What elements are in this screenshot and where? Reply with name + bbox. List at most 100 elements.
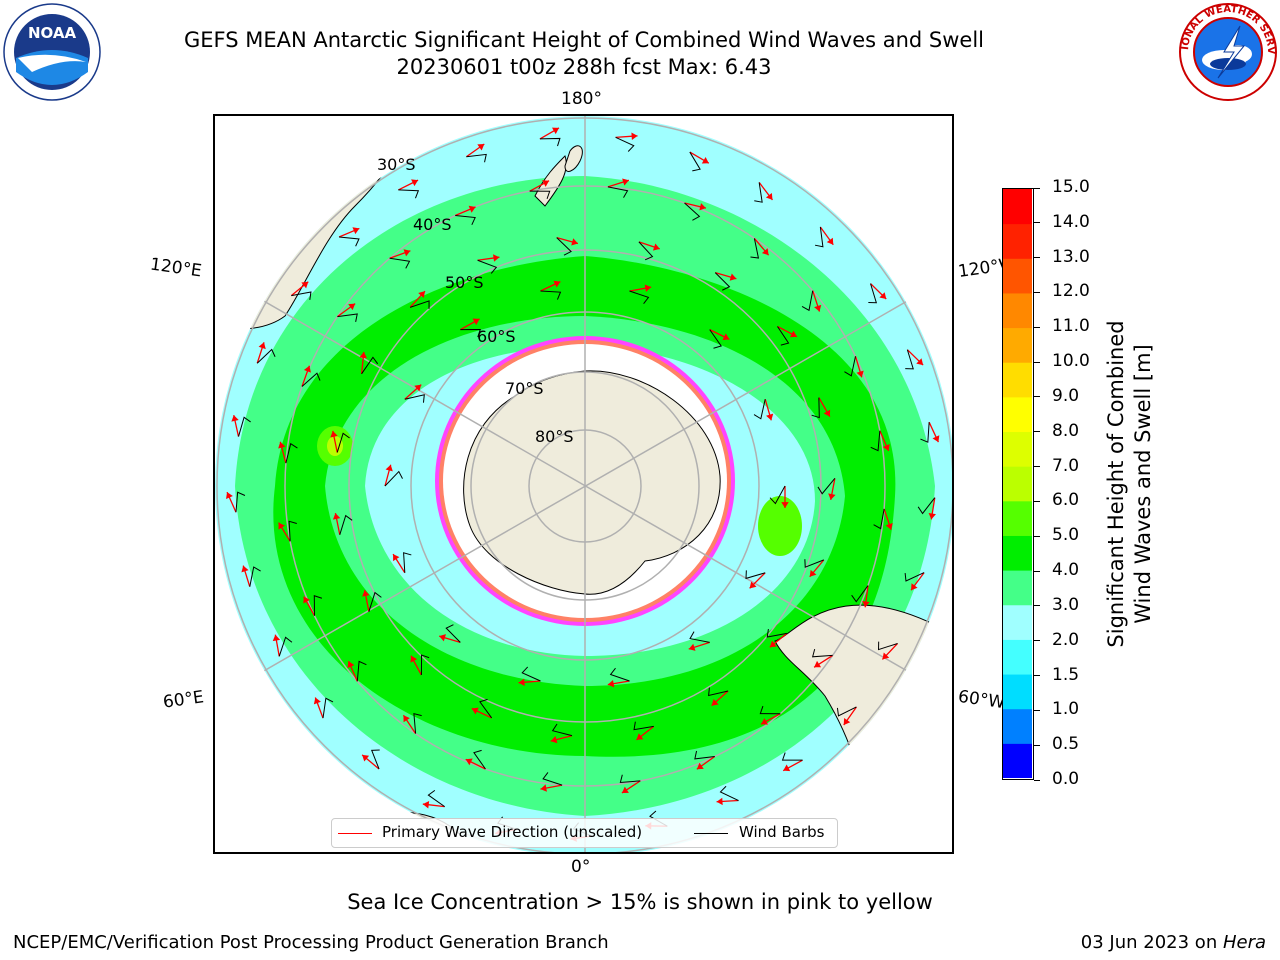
- wind-barb: [754, 182, 763, 203]
- wave-arrow-head: [385, 464, 393, 472]
- wave-arrow-head: [278, 522, 285, 530]
- wind-barb: [844, 356, 856, 377]
- wave-arrow-head: [439, 634, 446, 642]
- wind-barb: [719, 785, 739, 801]
- lat-label-70s: 70°S: [505, 379, 544, 398]
- wind-barb: [873, 508, 885, 530]
- colorbar-segment: [1003, 500, 1032, 536]
- colorbar-segment: [1003, 189, 1032, 225]
- wind-barb: [368, 591, 382, 612]
- wind-barb: [811, 397, 820, 419]
- colorbar-tick-label: 15.0: [1052, 177, 1090, 197]
- wave-arrow-head: [644, 284, 652, 292]
- producer-credit: NCEP/EMC/Verification Post Processing Pr…: [13, 932, 609, 953]
- wind-barb: [278, 636, 293, 657]
- host-name: Hera: [1222, 932, 1266, 953]
- graticule: [215, 116, 952, 852]
- wave-arrow-head: [359, 351, 367, 359]
- colorbar-tick-mark: [1034, 257, 1040, 259]
- wave-arrow-head: [879, 292, 887, 300]
- wave-arrow-head: [303, 365, 311, 373]
- map-panel: 30°S 40°S 50°S 60°S 70°S 80°S: [213, 114, 954, 854]
- colorbar-segment: [1003, 292, 1032, 329]
- wave-arrow-head: [418, 291, 425, 299]
- wave-arrow-head: [885, 522, 893, 530]
- wind-barb: [398, 189, 420, 199]
- wave-arrow-head: [493, 254, 500, 262]
- wind-barb: [905, 349, 914, 370]
- wind-barb: [370, 749, 380, 770]
- wind-barb: [607, 186, 629, 198]
- colorbar-tick-label: 12.0: [1052, 281, 1090, 302]
- wind-barb: [777, 326, 790, 346]
- wind-barb: [301, 372, 321, 387]
- colorbar-segment: [1003, 674, 1032, 710]
- wave-arrow-head: [414, 384, 422, 392]
- wave-arrow-head: [636, 733, 644, 740]
- wave-arrow-head: [540, 784, 547, 792]
- colorbar-tick-mark: [1034, 640, 1040, 642]
- colorbar-segment: [1003, 708, 1032, 744]
- chart-subtitle: 20230601 t00z 288h fcst Max: 6.43: [396, 55, 772, 79]
- wave-arrow-head: [882, 652, 890, 660]
- colorbar-tick-mark: [1034, 570, 1040, 572]
- colorbar-segment: [1003, 258, 1032, 294]
- wave-arrow-head: [856, 370, 864, 378]
- wind-barb: [629, 290, 650, 305]
- wave-arrow-head: [332, 513, 341, 520]
- meridian-60e-120w: [215, 272, 952, 700]
- wind-barb: [466, 153, 487, 163]
- wave-arrow-head: [422, 801, 430, 809]
- wind-barb: [529, 190, 551, 200]
- wind-barb: [904, 572, 925, 582]
- wave-arrow-head: [272, 634, 281, 642]
- wind-barb: [766, 629, 787, 638]
- wind-barb: [291, 291, 312, 300]
- wind-barb: [403, 552, 412, 573]
- colorbar-tick-mark: [1034, 291, 1040, 293]
- wind-barb: [413, 713, 422, 734]
- wave-arrow-head: [722, 333, 730, 341]
- wave-arrow-head: [241, 565, 249, 573]
- colorbar-tick-label: 5.0: [1052, 525, 1080, 546]
- colorbar-tick-label: 1.0: [1052, 699, 1080, 720]
- wave-arrow-head: [278, 441, 286, 449]
- new-zealand-north-island: [564, 145, 583, 172]
- wave-arrow-head: [313, 697, 321, 705]
- wave-arrow-head: [862, 601, 870, 608]
- wind-barb: [836, 706, 857, 717]
- chart-title: GEFS MEAN Antarctic Significant Height o…: [183, 28, 985, 52]
- wind-barb: [409, 300, 430, 309]
- noaa-logo-text: NOAA: [28, 24, 77, 42]
- wave-arrow-head: [231, 415, 239, 422]
- wave-arrow-head: [631, 132, 638, 140]
- wave-arrow-head: [465, 758, 473, 766]
- wind-barb: [339, 514, 353, 535]
- wind-barb: [445, 624, 461, 643]
- colorbar-tick-label: 11.0: [1052, 316, 1090, 337]
- colorbar-bar: [1003, 189, 1032, 778]
- wind-barb: [285, 442, 298, 464]
- wave-arrow-head: [882, 443, 890, 451]
- sea-ice-note: Sea Ice Concentration > 15% is shown in …: [347, 890, 933, 914]
- wind-barb: [817, 478, 836, 495]
- colorbar-tick-mark: [1034, 675, 1040, 677]
- wind-barb: [750, 238, 760, 259]
- lat-label-80s: 80°S: [535, 427, 574, 446]
- wind-barb: [238, 416, 251, 437]
- wind-barb: [917, 497, 936, 515]
- wind-barb: [384, 470, 403, 487]
- colorbar-tick-mark: [1034, 779, 1040, 781]
- wind-barb: [811, 648, 833, 658]
- colorbar-tick-label: 8.0: [1052, 420, 1080, 441]
- wave-arrow-head: [410, 655, 418, 663]
- colorbar-tick-label: 9.0: [1052, 385, 1080, 406]
- wave-arrow-head: [258, 342, 266, 350]
- lat-label-40s: 40°S: [413, 215, 452, 234]
- wave-arrow-head: [760, 718, 768, 725]
- wave-arrow-head: [765, 192, 773, 200]
- colorbar-tick-mark: [1034, 396, 1040, 398]
- wave-arrow-head: [301, 281, 309, 289]
- colorbar-tick-mark: [1034, 466, 1040, 468]
- colorbar-title-line1: Significant Height of Combined: [1104, 320, 1128, 648]
